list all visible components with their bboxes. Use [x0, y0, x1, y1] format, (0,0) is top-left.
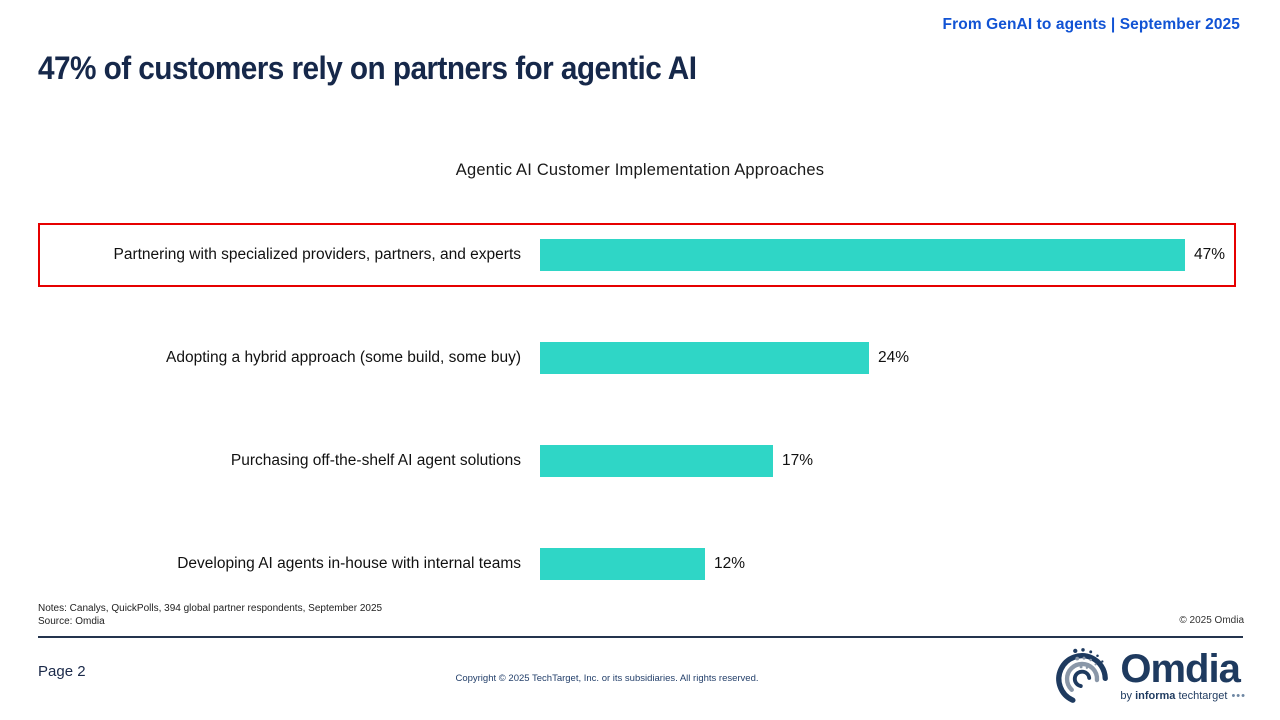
bar	[540, 238, 1185, 271]
chart-title: Agentic AI Customer Implementation Appro…	[455, 161, 825, 179]
bar-track: 24%	[540, 341, 1236, 374]
source-line: Source: Omdia	[38, 616, 105, 627]
page-title: 47% of customers rely on partners for ag…	[38, 50, 697, 86]
bar-track: 47%	[540, 238, 1236, 271]
page-number: Page 2	[38, 663, 86, 680]
logo-sub-by: by	[1120, 690, 1136, 702]
bar-label: Developing AI agents in-house with inter…	[177, 554, 521, 572]
bar-value: 12%	[714, 554, 746, 572]
omdia-wordmark: Omdia	[1120, 647, 1240, 691]
logo-sub-informa: informa	[1135, 690, 1176, 702]
copyright-omdia: © 2025 Omdia	[1179, 615, 1244, 626]
copyright-footer: Copyright © 2025 TechTarget, Inc. or its…	[455, 673, 759, 684]
bar-label: Purchasing off-the-shelf AI agent soluti…	[230, 451, 521, 469]
omdia-logo-subtext: by informa techtarget •••	[1120, 690, 1246, 702]
bar-value: 47%	[1194, 245, 1226, 263]
omdia-logo-text: Omdia by informa techtarget •••	[1120, 647, 1246, 702]
bar-track: 12%	[540, 547, 1236, 580]
notes-line: Notes: Canalys, QuickPolls, 394 global p…	[38, 603, 383, 614]
logo-sub-dots: •••	[1227, 690, 1246, 702]
notes-block: Notes: Canalys, QuickPolls, 394 global p…	[38, 602, 382, 628]
bar	[540, 444, 773, 477]
bar	[540, 341, 869, 374]
bar	[540, 547, 705, 580]
chart-row: Purchasing off-the-shelf AI agent soluti…	[38, 409, 1236, 512]
footer-divider	[38, 636, 1243, 638]
omdia-logo: Omdia by informa techtarget •••	[1054, 646, 1246, 706]
bar-value: 17%	[782, 451, 814, 469]
chart-rows: Partnering with specialized providers, p…	[38, 203, 1236, 615]
bar-value: 24%	[878, 348, 910, 366]
report-tagline: From GenAI to agents | September 2025	[942, 16, 1240, 33]
omdia-logo-icon	[1056, 648, 1109, 705]
bar-label: Adopting a hybrid approach (some build, …	[166, 348, 521, 366]
chart-row: Partnering with specialized providers, p…	[38, 203, 1236, 306]
bar-track: 17%	[540, 444, 1236, 477]
bar-label: Partnering with specialized providers, p…	[113, 245, 521, 263]
chart-row: Adopting a hybrid approach (some build, …	[38, 306, 1236, 409]
chart-row: Developing AI agents in-house with inter…	[38, 512, 1236, 615]
logo-sub-techtarget: techtarget	[1175, 690, 1228, 702]
